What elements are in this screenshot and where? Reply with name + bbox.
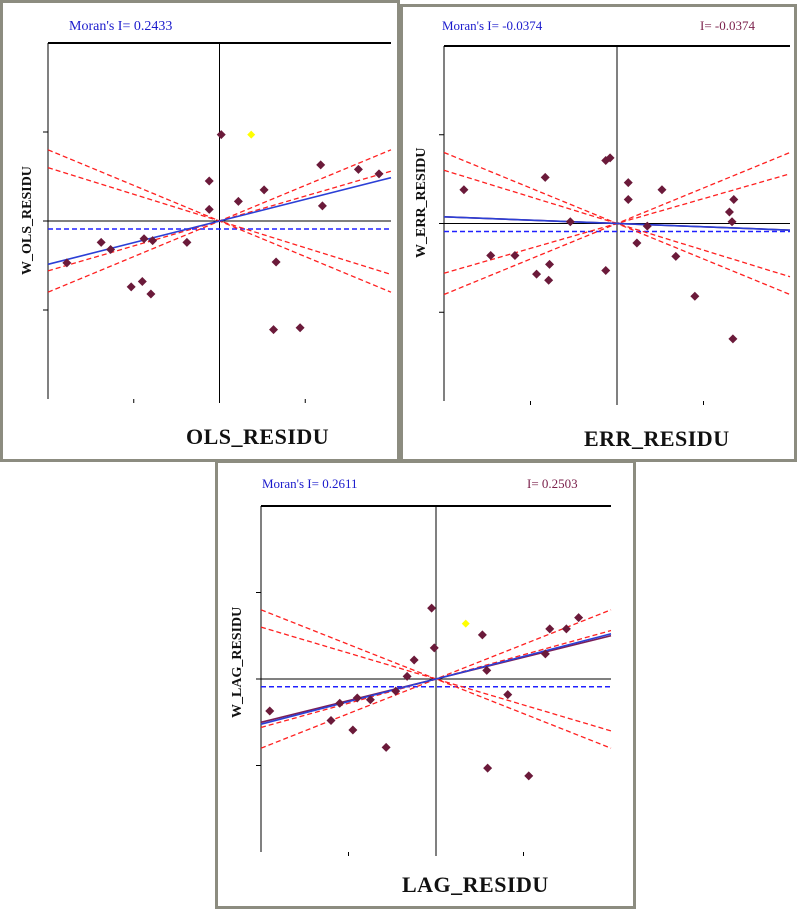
regression-line-primary (47, 176, 392, 266)
data-point (265, 706, 275, 716)
data-point (295, 323, 305, 333)
data-point (486, 250, 496, 260)
data-point (316, 160, 326, 170)
moran-panel-lag: Moran's I= 0.2611 I= 0.2503 W_LAG_RESIDU… (215, 460, 636, 909)
data-point (532, 269, 542, 279)
data-point (724, 207, 734, 217)
data-point (524, 771, 534, 781)
data-point (727, 217, 737, 227)
data-point (348, 725, 358, 735)
data-point (561, 624, 571, 634)
scatter-plot-ols[interactable] (3, 3, 397, 459)
data-point (259, 185, 269, 195)
data-point (477, 630, 487, 640)
data-point (657, 185, 667, 195)
data-point (402, 671, 412, 681)
data-point (459, 185, 469, 195)
data-point (544, 275, 554, 285)
y-axis-label: W_OLS_RESIDU (20, 166, 35, 275)
data-point (632, 238, 642, 248)
data-point (137, 277, 147, 287)
data-point (601, 266, 611, 276)
data-point (381, 742, 391, 752)
y-axis-label: W_LAG_RESIDU (230, 606, 245, 718)
data-point (269, 325, 279, 335)
data-point (690, 291, 700, 301)
envelope-line (260, 626, 612, 732)
data-point (352, 693, 362, 703)
x-axis-label: OLS_RESIDU (186, 424, 330, 449)
moran-title: Moran's I= -0.0374 (442, 18, 543, 33)
x-axis-label: LAG_RESIDU (402, 872, 549, 897)
moran-title: Moran's I= 0.2433 (69, 19, 173, 34)
data-point (335, 698, 345, 708)
data-point (106, 244, 116, 254)
envelope-line (443, 169, 791, 278)
data-point (574, 613, 584, 623)
data-point (409, 655, 419, 665)
envelope-line (260, 629, 612, 729)
data-point (728, 334, 738, 344)
data-point (391, 686, 401, 696)
x-axis-label: ERR_RESIDU (584, 426, 730, 451)
data-point (317, 201, 327, 211)
data-point (427, 603, 437, 613)
data-point (365, 695, 375, 705)
data-point (146, 289, 156, 299)
data-point (353, 164, 363, 174)
highlighted-point (247, 130, 256, 139)
data-point (204, 176, 214, 186)
data-point (271, 257, 281, 267)
data-point (204, 204, 214, 214)
moran-panel-ols: Moran's I= 0.2433 W_OLS_RESIDU OLS_RESID… (0, 0, 400, 462)
data-point (545, 624, 555, 634)
data-point (671, 251, 681, 261)
data-point (510, 250, 520, 260)
data-point (182, 237, 192, 247)
data-point (605, 153, 615, 163)
data-point (565, 217, 575, 227)
data-point (126, 282, 136, 292)
data-point (139, 234, 149, 244)
scatter-plot-lag[interactable] (218, 463, 633, 906)
highlighted-point (461, 619, 470, 628)
data-point (148, 236, 158, 246)
data-point (623, 178, 633, 188)
data-point (483, 763, 493, 773)
data-point (374, 169, 384, 179)
data-point (96, 237, 106, 247)
moran-title: Moran's I= 0.2611 (262, 476, 358, 491)
data-point (623, 195, 633, 205)
moran-secondary-title: I= -0.0374 (700, 18, 755, 33)
moran-panel-err: Moran's I= -0.0374 I= -0.0374 W_ERR_RESI… (400, 4, 797, 462)
data-point (642, 221, 652, 231)
y-axis-label: W_ERR_RESIDU (414, 147, 429, 258)
scatter-plot-err[interactable] (403, 7, 794, 459)
data-point (729, 195, 739, 205)
regression-line-primary (260, 633, 612, 725)
data-point (326, 716, 336, 726)
data-point (482, 665, 492, 675)
data-point (540, 172, 550, 182)
data-point (540, 649, 550, 659)
data-point (545, 259, 555, 269)
data-point (216, 130, 226, 140)
moran-secondary-title: I= 0.2503 (527, 476, 578, 491)
data-point (233, 196, 243, 206)
regression-line-primary (443, 216, 791, 231)
data-point (503, 690, 513, 700)
data-point (429, 643, 439, 653)
